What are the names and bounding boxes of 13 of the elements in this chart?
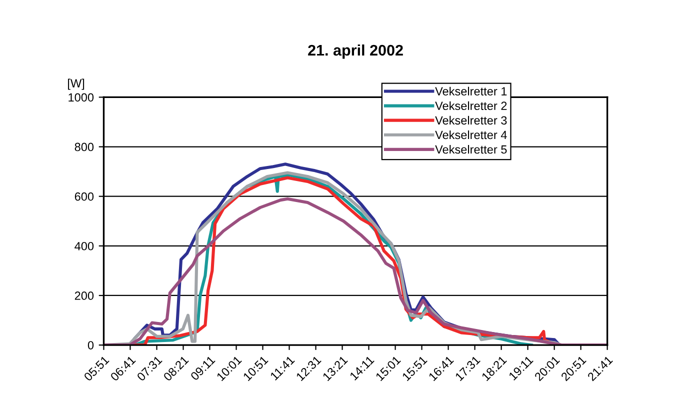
legend-label: Vekselretter 4 <box>435 130 507 140</box>
y-tick-label: 400 <box>74 242 94 250</box>
legend-label: Vekselretter 5 <box>435 145 507 154</box>
y-tick-label: 200 <box>74 292 94 300</box>
y-tick-label: 800 <box>74 142 94 152</box>
legend-label: Vekselretter 3 <box>435 116 507 125</box>
y-tick-label: 600 <box>74 192 94 201</box>
y-tick-label: 1000 <box>68 93 94 102</box>
chart-title: 21. april 2002 <box>308 44 403 59</box>
legend-label: Vekselretter 2 <box>435 101 507 110</box>
legend-label: Vekselretter 1 <box>435 86 507 96</box>
y-axis-title: [W] <box>68 78 84 90</box>
y-tick-label: 0 <box>88 341 94 350</box>
